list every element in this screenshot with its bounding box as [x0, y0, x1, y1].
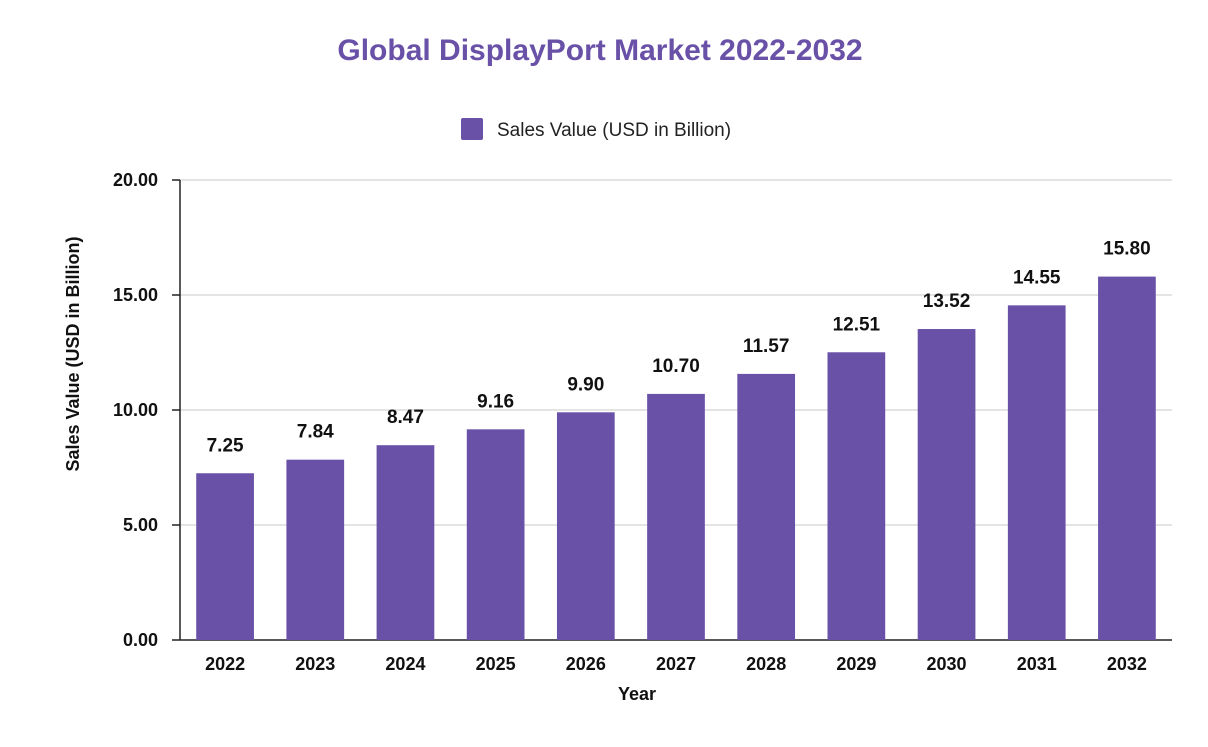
x-tick-label: 2029 [836, 654, 876, 674]
bars [196, 276, 1156, 640]
x-tick-label: 2025 [476, 654, 516, 674]
bar-2032 [1098, 276, 1156, 640]
x-tick-label: 2024 [385, 654, 425, 674]
y-tick-label: 5.00 [123, 515, 158, 535]
data-labels: 7.25 7.84 8.47 9.16 9.90 10.70 11.57 12.51 13.52… [207, 239, 1151, 457]
bar-2024 [376, 445, 435, 640]
x-tick-label: 2022 [205, 654, 245, 674]
data-label-2027: 10.70 [652, 356, 700, 377]
bar-2025 [466, 429, 525, 640]
x-tick-label: 2027 [656, 654, 696, 674]
x-tick-label: 2031 [1017, 654, 1057, 674]
data-label-2031: 14.55 [1013, 267, 1061, 288]
y-axis-ticks: 0.00 5.00 10.00 15.00 20.00 [113, 170, 180, 650]
data-label-2022: 7.25 [207, 435, 244, 456]
data-label-2026: 9.90 [567, 374, 604, 395]
data-label-2024: 8.47 [387, 407, 424, 428]
x-tick-label: 2026 [566, 654, 606, 674]
x-tick-label: 2028 [746, 654, 786, 674]
data-label-2032: 15.80 [1103, 239, 1151, 260]
legend: Sales Value (USD in Billion) [461, 118, 731, 141]
y-axis-title: Sales Value (USD in Billion) [63, 236, 83, 471]
y-tick-label: 15.00 [113, 285, 158, 305]
bar-2031 [1007, 305, 1066, 640]
y-tick-label: 20.00 [113, 170, 158, 190]
bar-2023 [286, 459, 345, 640]
x-tick-label: 2032 [1107, 654, 1147, 674]
bar-2029 [827, 352, 886, 640]
x-axis-ticks: 2022 2023 2024 2025 2026 2027 2028 2029 2030 2031… [205, 654, 1147, 674]
y-tick-label: 10.00 [113, 400, 158, 420]
data-label-2029: 12.51 [833, 314, 881, 335]
y-tick-label: 0.00 [123, 630, 158, 650]
x-tick-label: 2023 [295, 654, 335, 674]
bar-2026 [556, 412, 615, 640]
x-tick-label: 2030 [927, 654, 967, 674]
bar-2022 [196, 473, 254, 640]
legend-label: Sales Value (USD in Billion) [497, 120, 731, 141]
bar-2028 [737, 373, 796, 640]
data-label-2028: 11.57 [743, 336, 790, 357]
x-axis-title: Year [618, 684, 656, 704]
data-label-2023: 7.84 [297, 422, 334, 443]
data-label-2030: 13.52 [923, 291, 971, 312]
bar-2030 [917, 329, 976, 640]
legend-swatch [461, 118, 483, 140]
data-label-2025: 9.16 [477, 391, 514, 412]
chart-title: Global DisplayPort Market 2022-2032 [337, 34, 862, 67]
bar-2027 [647, 393, 705, 640]
